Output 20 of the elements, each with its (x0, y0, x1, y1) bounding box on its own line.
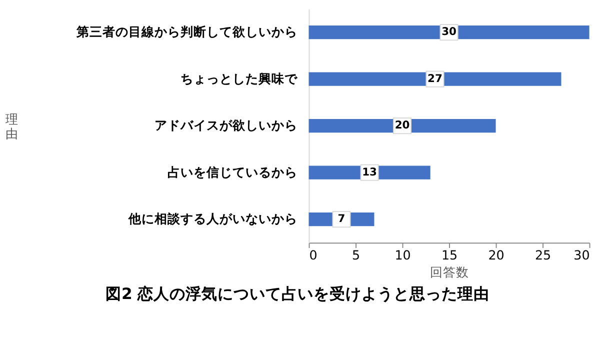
text: 図2 恋人の浮気について占いを受けようと思った理由 (105, 284, 490, 304)
data-label: 30 (442, 25, 456, 38)
x-tick-label: 0 (309, 248, 318, 263)
data-label: 7 (338, 212, 346, 226)
y-tick-label: ちょっとした興味で (180, 70, 299, 86)
y-tick-label: 第三者の目線から判断して欲しいから (76, 24, 298, 40)
x-tick-label: 10 (394, 248, 411, 263)
x-tick-label: 15 (441, 248, 458, 263)
data-label: 13 (362, 165, 377, 178)
data-label: 20 (394, 118, 410, 132)
y-tick-label: アドバイスが欲しいから (154, 118, 298, 133)
data-label: 27 (428, 72, 442, 85)
x-axis-title: 回答数 (430, 264, 470, 280)
x-tick-label: 20 (488, 248, 504, 263)
x-tick-label: 30 (574, 248, 590, 263)
x-tick-label: 5 (352, 248, 360, 263)
y-tick-label: 占いを信じているから (168, 164, 298, 180)
y-axis-title: 理由 (6, 111, 19, 141)
y-tick-label: 他に相談する人がいないから (128, 211, 298, 226)
x-tick-label: 25 (534, 248, 552, 263)
